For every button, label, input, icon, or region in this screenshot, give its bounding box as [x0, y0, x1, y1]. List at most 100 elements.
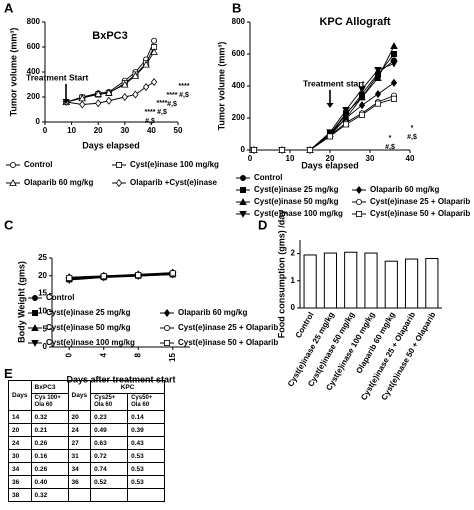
table-cell: 0.26: [30, 436, 69, 450]
x-tick-label: 10: [67, 126, 76, 135]
y-axis-label: Tumor volume (mm³): [8, 28, 18, 117]
marker: [390, 60, 398, 68]
x-tick-label: 10: [286, 154, 295, 163]
y-tick-label: 800: [232, 17, 246, 26]
y-tick-label: 200: [232, 113, 246, 122]
table-cell: 0.32: [30, 488, 69, 502]
marker: [342, 107, 350, 114]
table-row: 38 0.32: [8, 488, 166, 502]
table-cell: 0.21: [30, 423, 69, 437]
x-tick-label: 0: [248, 154, 253, 163]
table-cell: 36: [67, 475, 92, 489]
bar: [404, 258, 419, 309]
table-cell: KPC: [90, 380, 166, 394]
series-line: [254, 53, 395, 151]
x-tick-label: 20: [326, 154, 335, 163]
legend-label: Cyst(e)inase 25 + Olaparib: [178, 323, 278, 332]
marker: [94, 89, 102, 97]
marker: [390, 42, 398, 49]
marker: [121, 92, 128, 102]
marker: [374, 74, 382, 81]
table-cell: Days: [8, 380, 32, 411]
marker: [390, 78, 398, 87]
marker: [142, 82, 150, 92]
annotation: #,$: [167, 101, 177, 108]
annotation: #,$: [145, 118, 155, 125]
table-cell: [67, 488, 92, 502]
y-tick-label: 15: [38, 289, 47, 298]
y-tick-label: 0: [291, 303, 296, 312]
legend-label: Cyst(e)inase 50 mg/kg: [254, 197, 339, 206]
y-tick-label: 400: [232, 81, 246, 90]
table-row: Days BxPC3 Days KPC: [8, 380, 166, 411]
table-cell: 38: [8, 488, 32, 502]
x-tick-label: 8: [133, 352, 142, 357]
marker: [278, 146, 285, 153]
legend-label: Cyst(e)inase 50 + Olaparib: [178, 338, 278, 347]
y-tick-label: 5: [43, 324, 48, 333]
y-tick-label: 1: [291, 276, 296, 285]
marker: [95, 99, 102, 108]
y-tick-label: 20: [38, 271, 47, 280]
series-line: [69, 274, 173, 281]
legend-marker: [163, 324, 170, 331]
legend-marker: [31, 324, 39, 332]
panel-letter: E: [4, 366, 13, 381]
legend-marker: [163, 339, 170, 346]
marker: [358, 111, 365, 118]
table-cell: Cys25+ Ola 60: [90, 393, 129, 411]
legend-marker: [355, 198, 362, 205]
y-axis-label: Tumor volume (mm³): [216, 42, 226, 131]
annotation: *: [389, 135, 392, 142]
legend-label: Cyst(e)inase 25 + Olaparib: [370, 197, 470, 206]
x-axis-label: Days elapsed: [301, 160, 359, 170]
marker: [100, 273, 107, 280]
legend-marker: [9, 161, 16, 168]
table-row: 30 0.16 31 0.72 0.53: [8, 449, 166, 463]
bar: [344, 251, 358, 309]
y-tick-label: 0: [36, 117, 41, 126]
table-cell: Cys 100+ Ola 60: [30, 393, 69, 411]
table-cell: 14: [8, 410, 32, 424]
x-axis-label: Days after treatment start: [66, 374, 175, 384]
bar: [384, 260, 398, 309]
table-cell: 0.53: [127, 462, 166, 476]
table-cell: 0.52: [90, 475, 129, 489]
legend-label: Olaparib 60 mg/kg: [178, 308, 247, 317]
table-row: 24 0.26 27 0.63 0.43: [8, 436, 166, 450]
table-cell: 0.39: [127, 423, 166, 437]
legend-label: Olaparib +Cyst(e)inase: [130, 178, 217, 187]
table-cell: [90, 488, 129, 502]
legend-marker: [239, 210, 247, 218]
legend-label: Control: [46, 293, 74, 302]
legend-marker: [116, 161, 123, 168]
marker: [169, 270, 176, 277]
table-cell: 24: [67, 423, 92, 437]
bar: [364, 252, 378, 309]
marker: [374, 67, 382, 74]
annotation: Treatment Start: [26, 72, 89, 82]
table-cell: 0.16: [30, 449, 69, 463]
marker: [135, 272, 142, 279]
marker: [151, 37, 158, 44]
chart-title: KPC Allograft: [319, 16, 390, 28]
marker: [132, 90, 139, 99]
table-cell: 0.40: [30, 475, 69, 489]
y-tick-label: 800: [27, 17, 41, 26]
y-tick-label: 600: [232, 49, 246, 58]
legend-label: Cyst(e)inase 25 mg/kg: [254, 185, 339, 194]
legend-marker: [239, 198, 247, 206]
table-cell: 31: [67, 449, 92, 463]
bar: [323, 252, 338, 309]
x-tick-label: 4: [99, 352, 108, 357]
table-cell: Cys50+ Ola 60: [127, 393, 166, 411]
panel-letter: C: [4, 217, 14, 232]
legend-marker: [32, 294, 39, 301]
y-tick-label: 10: [38, 307, 47, 316]
table-cell: 0.14: [127, 410, 166, 424]
marker: [374, 89, 382, 99]
x-tick-label: 40: [406, 154, 415, 163]
series-line: [69, 272, 173, 278]
y-axis-label: Food consumption (gms) /day: [276, 210, 286, 339]
